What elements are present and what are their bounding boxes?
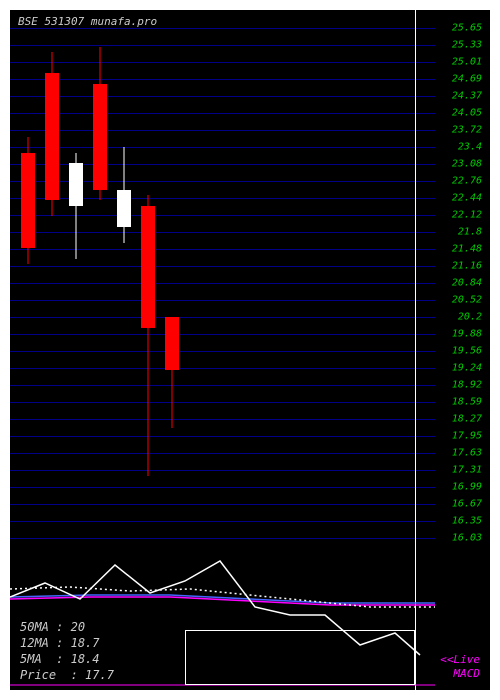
grid-line [10, 266, 435, 267]
stat-value: 18.4 [71, 652, 100, 666]
y-axis-tick: 18.92 [452, 379, 482, 390]
grid-line [10, 334, 435, 335]
y-axis-tick: 22.44 [452, 193, 482, 204]
grid-line [10, 453, 435, 454]
y-axis-tick: 16.99 [452, 482, 482, 493]
macd-live-label: <<Live [440, 653, 480, 666]
stat-value: 17.7 [85, 668, 114, 682]
y-axis-tick: 17.31 [452, 465, 482, 476]
y-axis-tick: 23.72 [452, 125, 482, 136]
y-axis-tick: 20.2 [458, 311, 482, 322]
y-axis-tick: 17.95 [452, 431, 482, 442]
y-axis-tick: 24.69 [452, 73, 482, 84]
indicator-panel: 50MA : 20 12MA : 18.7 5MA : 18.4 Price :… [10, 535, 490, 690]
grid-line [10, 45, 435, 46]
chart-header: BSE 531307 munafa.pro [18, 15, 157, 28]
grid-line [10, 130, 435, 131]
candlestick [69, 153, 83, 259]
grid-line [10, 419, 435, 420]
y-axis-tick: 25.65 [452, 23, 482, 34]
grid-line [10, 351, 435, 352]
price-panel [10, 28, 435, 538]
y-axis-tick: 16.35 [452, 516, 482, 527]
grid-line [10, 487, 435, 488]
stat-ma12: 12MA : 18.7 [20, 636, 100, 650]
grid-line [10, 504, 435, 505]
chart-container: BSE 531307 munafa.pro 25.65 25.33 25.01 24.… [10, 10, 490, 690]
grid-line [10, 113, 435, 114]
y-axis-tick: 21.8 [458, 227, 482, 238]
grid-line [10, 368, 435, 369]
y-axis-tick: 23.4 [458, 142, 482, 153]
grid-line [10, 283, 435, 284]
y-axis-tick: 17.63 [452, 448, 482, 459]
y-axis-tick: 25.01 [452, 56, 482, 67]
y-axis-tick: 21.16 [452, 261, 482, 272]
y-axis-tick: 24.37 [452, 90, 482, 101]
macd-prefix: <<Live [440, 653, 480, 666]
y-axis-tick: 19.24 [452, 362, 482, 373]
grid-line [10, 28, 435, 29]
y-axis-tick: 19.88 [452, 328, 482, 339]
grid-line [10, 147, 435, 148]
macd-text-label: MACD [454, 667, 481, 680]
stat-label: 5MA [20, 652, 42, 666]
y-axis-tick: 18.59 [452, 397, 482, 408]
y-axis-tick: 20.84 [452, 278, 482, 289]
grid-line [10, 470, 435, 471]
macd-text: MACD [454, 667, 481, 680]
y-axis-tick: 23.08 [452, 159, 482, 170]
y-axis-tick: 22.76 [452, 176, 482, 187]
y-axis-tick: 19.56 [452, 345, 482, 356]
grid-line [10, 521, 435, 522]
y-axis-tick: 16.67 [452, 499, 482, 510]
candlestick [141, 195, 155, 476]
y-axis-tick: 25.33 [452, 39, 482, 50]
stat-value: 20 [71, 620, 85, 634]
candlestick [21, 137, 35, 264]
grid-line [10, 62, 435, 63]
candlestick [117, 147, 131, 242]
stat-label: Price [20, 668, 56, 682]
grid-line [10, 300, 435, 301]
grid-line [10, 79, 435, 80]
grid-line [10, 317, 435, 318]
stat-ma5: 5MA : 18.4 [20, 652, 100, 666]
grid-line [10, 436, 435, 437]
y-axis-tick: 18.27 [452, 414, 482, 425]
stat-label: 50MA [20, 620, 49, 634]
stat-price: Price : 17.7 [20, 668, 114, 682]
y-axis-tick: 21.48 [452, 244, 482, 255]
grid-line [10, 402, 435, 403]
grid-line [10, 96, 435, 97]
stat-value: 18.7 [71, 636, 100, 650]
y-axis-tick: 20.52 [452, 294, 482, 305]
candlestick [93, 47, 107, 201]
stat-label: 12MA [20, 636, 49, 650]
grid-line [10, 385, 435, 386]
stat-ma50: 50MA : 20 [20, 620, 85, 634]
macd-histogram-box [185, 630, 415, 685]
candlestick [45, 52, 59, 216]
candlestick [165, 317, 179, 428]
y-axis-tick: 24.05 [452, 107, 482, 118]
y-axis-tick: 22.12 [452, 210, 482, 221]
